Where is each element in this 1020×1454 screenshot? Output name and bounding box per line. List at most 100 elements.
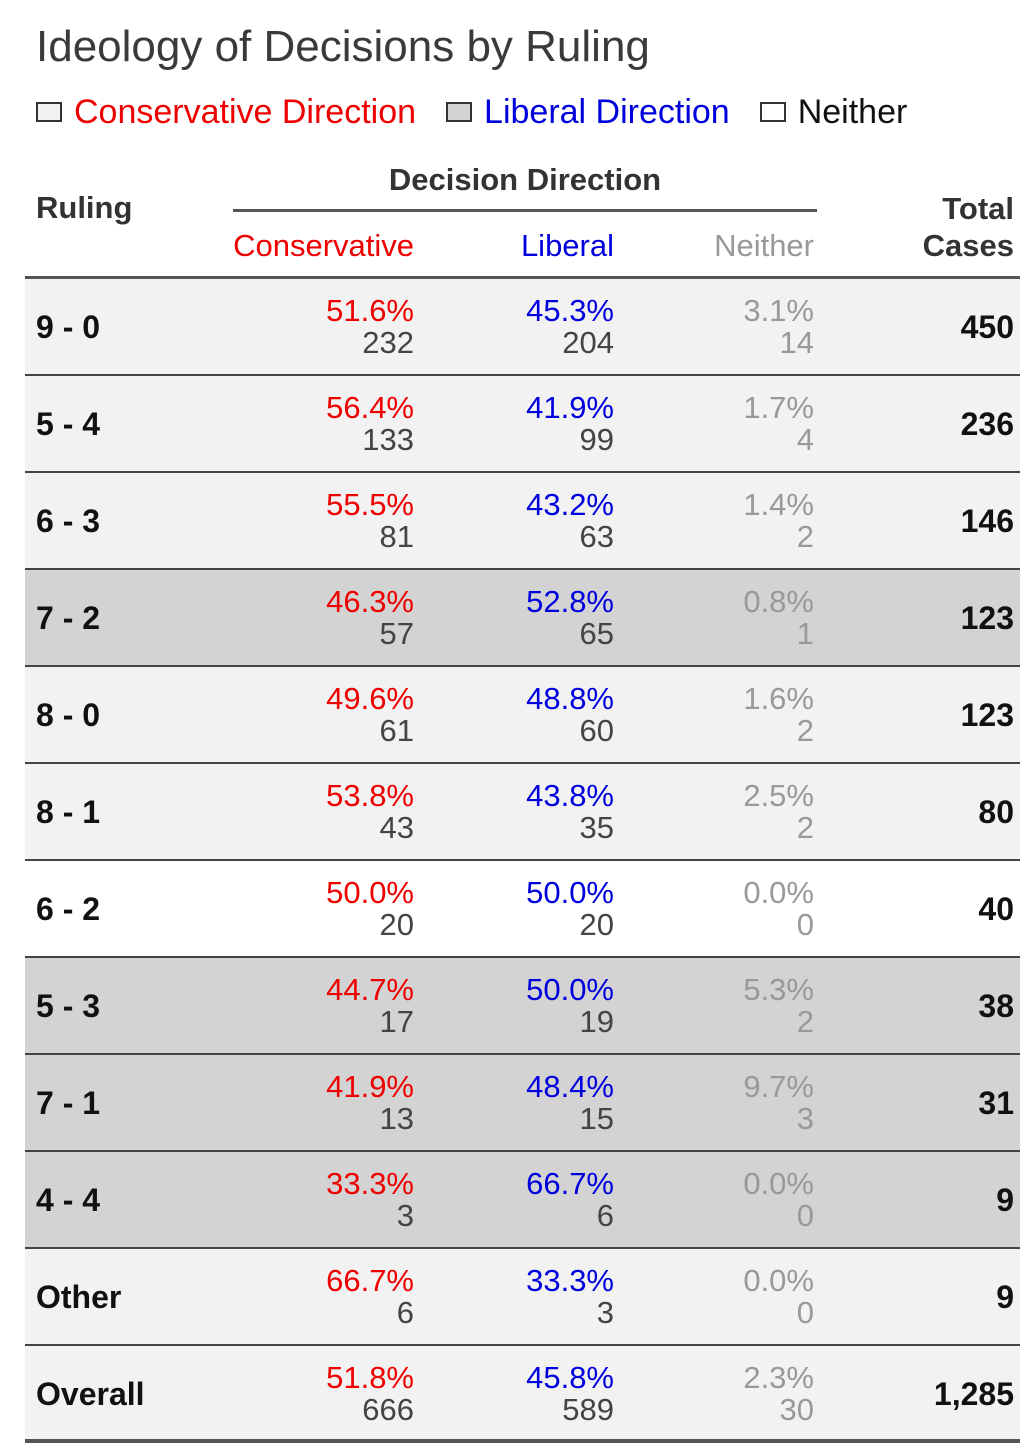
neither-percent: 2.3% (743, 1360, 814, 1395)
neither-cell: 0.8% 1 (743, 586, 814, 650)
ruling-label: 7 - 2 (36, 600, 101, 636)
total-header-line1: Total (942, 191, 1014, 226)
ruling-label: Overall (36, 1376, 145, 1412)
total-cases: 146 (960, 503, 1014, 539)
liberal-count: 60 (579, 713, 614, 748)
conservative-cell: 51.6% 232 (326, 295, 414, 359)
neither-count: 4 (796, 422, 814, 457)
liberal-count: 65 (579, 616, 614, 651)
liberal-cell: 48.8% 60 (526, 683, 614, 747)
ruling-label: Other (36, 1279, 122, 1315)
liberal-count: 20 (579, 907, 614, 942)
neither-percent: 0.0% (743, 1263, 814, 1298)
conservative-percent: 66.7% (326, 1263, 414, 1298)
legend-swatch-neither (759, 102, 786, 122)
legend-item-neither: Neither (759, 92, 908, 132)
conservative-percent: 49.6% (326, 681, 414, 716)
conservative-cell: 33.3% 3 (326, 1168, 414, 1232)
liberal-cell: 45.8% 589 (526, 1362, 614, 1426)
neither-count: 30 (779, 1392, 814, 1427)
conservative-cell: 50.0% 20 (326, 877, 414, 941)
ruling-label: 4 - 4 (36, 1182, 101, 1218)
ruling-label: 7 - 1 (36, 1085, 101, 1121)
column-header-conservative: Conservative (233, 228, 414, 263)
ruling-label: 9 - 0 (36, 309, 101, 345)
neither-cell: 0.0% 0 (743, 1168, 814, 1232)
liberal-percent: 50.0% (526, 875, 614, 910)
ruling-label: 8 - 1 (36, 794, 101, 830)
conservative-cell: 51.8% 666 (326, 1362, 414, 1426)
legend-label-conservative: Conservative Direction (74, 92, 417, 131)
table-row: 8 - 0 49.6% 61 48.8% 60 1.6% 2 123 (25, 667, 1020, 764)
table-header: Ruling Decision Direction Conservative L… (0, 150, 1020, 280)
total-cases: 123 (960, 600, 1014, 636)
neither-count: 1 (796, 616, 814, 651)
ruling-label: 6 - 2 (36, 891, 101, 927)
conservative-cell: 56.4% 133 (326, 392, 414, 456)
liberal-cell: 66.7% 6 (526, 1168, 614, 1232)
legend-swatch-liberal (446, 102, 473, 122)
neither-cell: 1.7% 4 (743, 392, 814, 456)
liberal-percent: 48.4% (526, 1069, 614, 1104)
liberal-cell: 43.2% 63 (526, 489, 614, 553)
table-row: Other 66.7% 6 33.3% 3 0.0% 0 9 (25, 1249, 1020, 1346)
liberal-count: 19 (579, 1004, 614, 1039)
legend: Conservative Direction Liberal Direction… (36, 92, 937, 132)
liberal-percent: 43.8% (526, 778, 614, 813)
neither-cell: 9.7% 3 (743, 1071, 814, 1135)
table-body: 9 - 0 51.6% 232 45.3% 204 3.1% 14 450 5 - 4 56.4%… (25, 279, 1020, 1443)
total-cases: 123 (960, 697, 1014, 733)
neither-count: 2 (796, 1004, 814, 1039)
conservative-percent: 50.0% (326, 875, 414, 910)
conservative-percent: 56.4% (326, 390, 414, 425)
neither-percent: 9.7% (743, 1069, 814, 1104)
conservative-count: 133 (362, 422, 414, 457)
neither-percent: 0.0% (743, 1166, 814, 1201)
conservative-percent: 55.5% (326, 487, 414, 522)
conservative-count: 20 (379, 907, 414, 942)
conservative-percent: 41.9% (326, 1069, 414, 1104)
table-row: 5 - 3 44.7% 17 50.0% 19 5.3% 2 38 (25, 958, 1020, 1055)
liberal-count: 589 (562, 1392, 614, 1427)
total-cases: 9 (996, 1279, 1014, 1315)
conservative-cell: 49.6% 61 (326, 683, 414, 747)
liberal-cell: 48.4% 15 (526, 1071, 614, 1135)
neither-cell: 3.1% 14 (743, 295, 814, 359)
neither-count: 14 (779, 325, 814, 360)
neither-cell: 2.5% 2 (743, 780, 814, 844)
liberal-count: 204 (562, 325, 614, 360)
liberal-cell: 50.0% 20 (526, 877, 614, 941)
spanner-decision-direction: Decision Direction (388, 162, 662, 197)
neither-cell: 5.3% 2 (743, 974, 814, 1038)
liberal-count: 35 (579, 810, 614, 845)
conservative-count: 17 (379, 1004, 414, 1039)
total-cases: 9 (996, 1182, 1014, 1218)
column-header-liberal: Liberal (520, 228, 614, 263)
liberal-percent: 48.8% (526, 681, 614, 716)
neither-percent: 3.1% (743, 293, 814, 328)
conservative-cell: 44.7% 17 (326, 974, 414, 1038)
liberal-percent: 45.3% (526, 293, 614, 328)
liberal-cell: 45.3% 204 (526, 295, 614, 359)
table-row: 4 - 4 33.3% 3 66.7% 6 0.0% 0 9 (25, 1152, 1020, 1249)
liberal-percent: 33.3% (526, 1263, 614, 1298)
liberal-percent: 50.0% (526, 972, 614, 1007)
neither-cell: 2.3% 30 (743, 1362, 814, 1426)
spanner-rule (233, 209, 817, 212)
neither-count: 2 (796, 519, 814, 554)
neither-percent: 1.7% (743, 390, 814, 425)
neither-cell: 1.4% 2 (743, 489, 814, 553)
legend-item-liberal: Liberal Direction (446, 93, 730, 132)
neither-percent: 5.3% (743, 972, 814, 1007)
neither-cell: 0.0% 0 (743, 877, 814, 941)
total-cases: 80 (978, 794, 1014, 830)
legend-label-neither: Neither (797, 92, 908, 131)
total-cases: 31 (978, 1085, 1014, 1121)
liberal-percent: 41.9% (526, 390, 614, 425)
total-cases: 450 (960, 309, 1014, 345)
table-row: 9 - 0 51.6% 232 45.3% 204 3.1% 14 450 (25, 279, 1020, 376)
liberal-cell: 33.3% 3 (526, 1265, 614, 1329)
liberal-percent: 66.7% (526, 1166, 614, 1201)
conservative-count: 3 (396, 1198, 414, 1233)
neither-count: 0 (796, 907, 814, 942)
